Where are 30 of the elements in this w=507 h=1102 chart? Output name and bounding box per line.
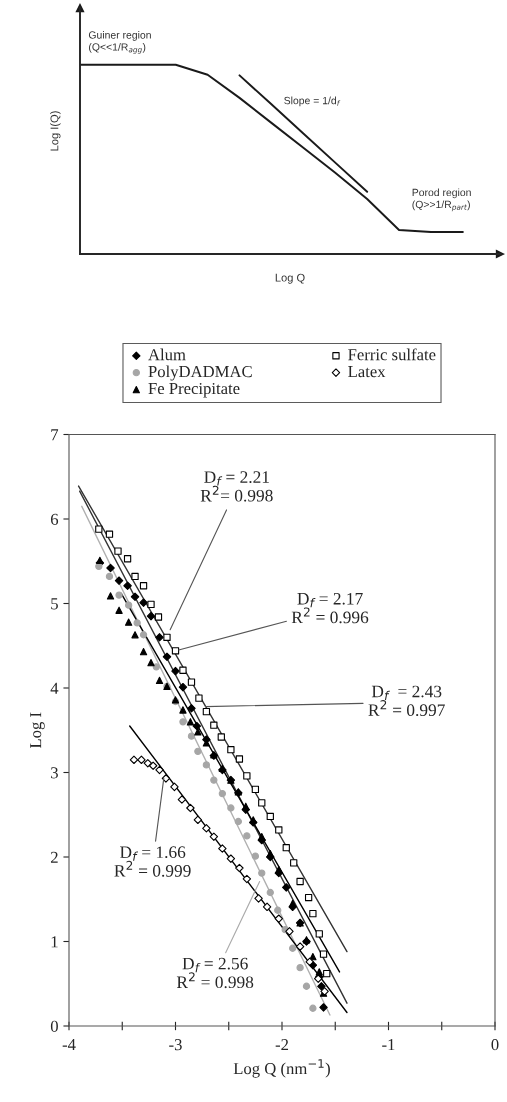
y-tick-label: 2: [50, 851, 58, 863]
annotation: D$_{f}$ = 2.21 R$^{2}$= 0.998: [200, 471, 273, 502]
x-tick-label: -3: [169, 1039, 182, 1051]
annotation: D$_{f}$ = 2.17 R$^{2}$ = 0.996: [291, 592, 369, 624]
y-tick-label: 7: [51, 429, 59, 441]
annotation: Slope = 1/d$_{f}$: [284, 96, 341, 107]
annotation: D$_{f}$ = 2.56 R$^{2}$ = 0.998: [176, 957, 254, 989]
x-tick-label: 0: [491, 1038, 499, 1051]
x-axis-title: Log Q (nm$^{−1}$): [233, 1059, 330, 1078]
legend-label: Fe Precipitate: [148, 382, 240, 398]
y-tick-label: 3: [51, 767, 58, 779]
annotation: Porod region (Q>>1/R$_{part}$): [412, 188, 471, 212]
text: Guiner region (Q<<1/R$_{agg}$): [88, 31, 151, 54]
y-axis-title: Log I: [30, 712, 45, 749]
legend-label: PolyDADMAC: [148, 365, 252, 381]
y-tick-label: 1: [51, 936, 58, 948]
y-tick-label: 0: [50, 1020, 58, 1032]
x-axis-title: Log Q: [275, 273, 305, 284]
x-tick-label: -1: [382, 1039, 395, 1051]
x-tick-label: -2: [275, 1039, 289, 1051]
y-tick-label: 6: [50, 513, 59, 525]
y-tick-label: 5: [51, 598, 58, 610]
legend-label: Ferric sulfate: [348, 348, 436, 361]
annotation: D$_{f}$ = 1.66 R$^{2}$ = 0.999: [114, 846, 191, 877]
legend-label: Latex: [348, 366, 386, 378]
x-tick-label: -4: [62, 1039, 76, 1051]
y-tick-label: 4: [50, 682, 59, 694]
annotation: D$_{f}$ = 2.43 R$^{2}$ = 0.997: [368, 685, 445, 717]
legend-label: Alum: [148, 348, 186, 361]
y-axis-title: Log I(Q): [50, 111, 61, 151]
